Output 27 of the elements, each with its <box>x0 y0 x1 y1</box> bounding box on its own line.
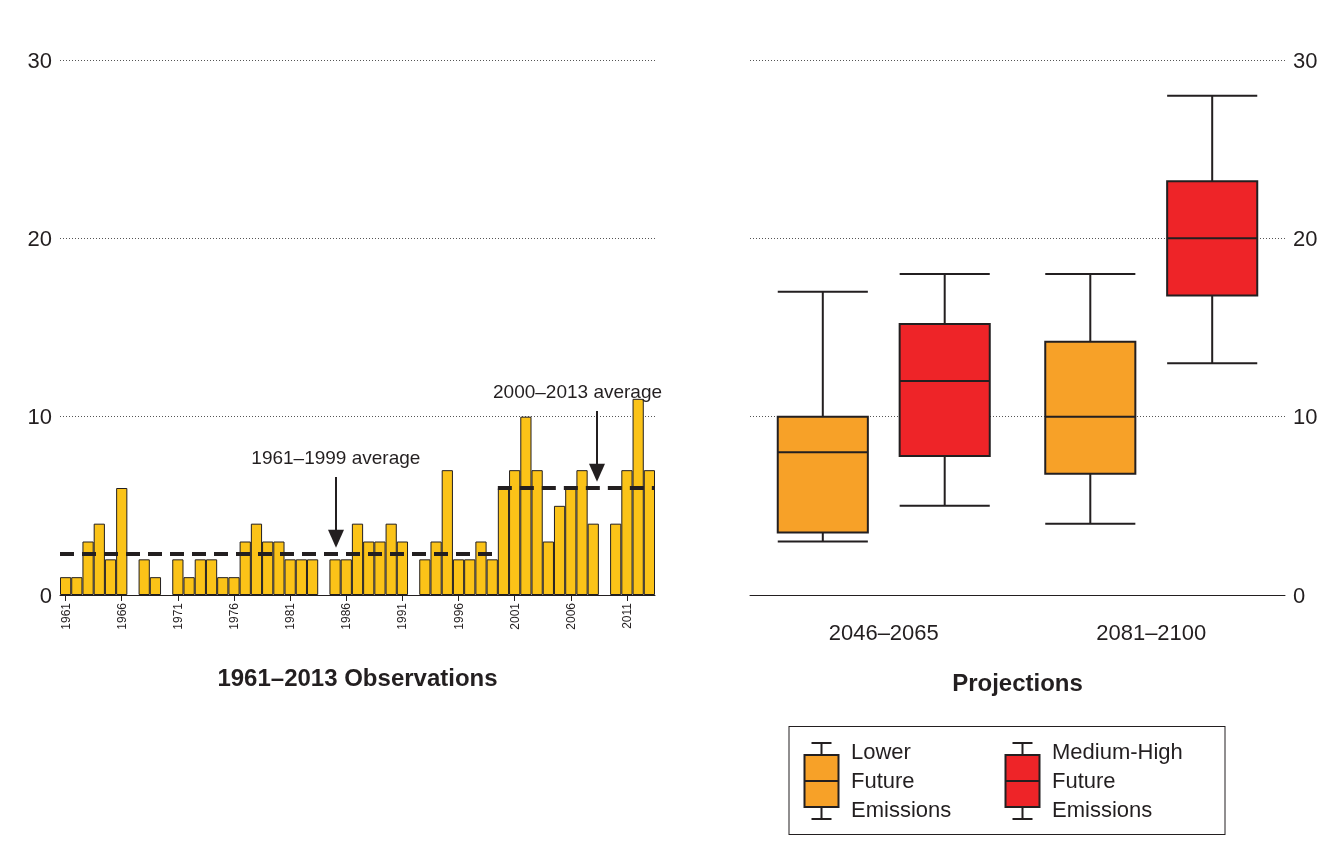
x-tick-label: 2046–2065 <box>828 619 939 645</box>
annotation: 1961–1999 average <box>251 447 421 470</box>
x-tick-label: 2001 <box>507 602 522 630</box>
legend-label: Lower Future Emissions <box>851 738 953 824</box>
x-tick-label: 2081–2100 <box>1096 619 1207 645</box>
y-tick-label: 10 <box>27 404 52 430</box>
y-tick-label: 0 <box>1293 582 1306 608</box>
y-tick-label: 20 <box>27 225 52 251</box>
y-tick-label: 10 <box>1293 404 1318 430</box>
x-tick-label: 1966 <box>114 602 129 630</box>
y-tick-label: 30 <box>1293 47 1318 73</box>
x-tick-label: 1986 <box>339 602 354 630</box>
x-axis-title: 1961–2013 Observations <box>217 663 498 691</box>
x-tick-label: 1991 <box>395 602 410 630</box>
x-tick-label: 1971 <box>170 602 185 630</box>
legend-label: Medium-High Future Emissions <box>1052 738 1184 824</box>
x-tick-label: 2006 <box>563 602 578 630</box>
x-tick-label: 1961 <box>58 602 73 630</box>
y-tick-label: 20 <box>1293 225 1318 251</box>
x-tick-label: 2011 <box>619 602 634 629</box>
y-tick-label: 30 <box>27 47 52 73</box>
annotation: 2000–2013 average <box>493 381 663 404</box>
y-tick-label: 0 <box>39 582 52 608</box>
x-axis-title: Projections <box>952 668 1083 696</box>
x-tick-label: 1996 <box>451 602 466 630</box>
x-tick-label: 1976 <box>227 602 242 630</box>
x-tick-label: 1981 <box>283 602 298 630</box>
